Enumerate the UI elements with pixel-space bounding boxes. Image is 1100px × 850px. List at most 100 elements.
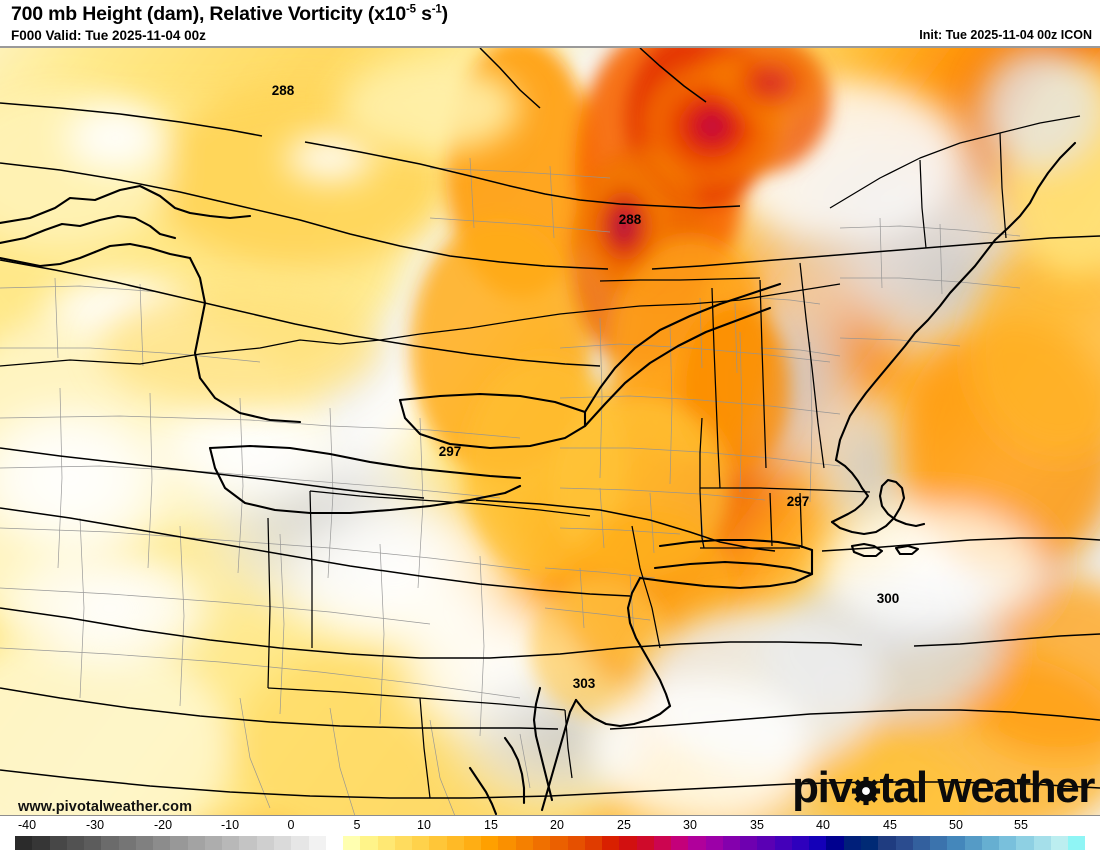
- init-time-label: Init: Tue 2025-11-04 00z ICON: [919, 28, 1092, 42]
- colorbar-segment: [636, 836, 654, 850]
- colorbar-segment: [170, 836, 188, 850]
- colorbar-segment: [964, 836, 982, 850]
- header-bar: 700 mb Height (dam), Relative Vorticity …: [0, 0, 1100, 46]
- colorbar-segment: [653, 836, 672, 850]
- map-canvas[interactable]: 288 288 297 297 300 303 www.pivotalweath…: [0, 46, 1100, 816]
- colorbar-segment: [688, 836, 706, 850]
- colorbar-segment: [66, 836, 85, 850]
- colorbar-segment: [273, 836, 292, 850]
- colorbar-segment: [1068, 836, 1086, 850]
- colorbar-segment: [1050, 836, 1069, 850]
- colorbar-segment: [187, 836, 205, 850]
- contour-label-288-a: 288: [272, 83, 295, 98]
- title-exponent-1: -5: [406, 3, 416, 16]
- colorbar-segment: [84, 836, 102, 850]
- colorbar-tick: -40: [17, 818, 37, 832]
- colorbar-segment: [1016, 836, 1034, 850]
- colorbar-segment: [481, 836, 499, 850]
- title-exponent-2: -1: [431, 3, 442, 16]
- county-boundaries: [0, 157, 1021, 815]
- colorbar-segment: [135, 836, 154, 850]
- colorbar-tick-labels: -40 -30 -20 -10 0 5 10 15 20 25 30 35 40 45 50 55: [0, 818, 1100, 834]
- colorbar-segment: [325, 836, 344, 850]
- page-title: 700 mb Height (dam), Relative Vorticity …: [11, 3, 448, 26]
- colorbar-tick: -10: [220, 818, 240, 832]
- colorbar-segment: [32, 836, 50, 850]
- colorbar-segment: [930, 836, 948, 850]
- colorbar-tick: 5: [353, 818, 361, 832]
- colorbar-segment: [740, 836, 758, 850]
- colorbar-segment: [843, 836, 862, 850]
- colorbar-segment: [222, 836, 240, 850]
- colorbar-segment: [584, 836, 603, 850]
- colorbar-segment: [291, 836, 309, 850]
- colorbar-tick: 45: [883, 818, 897, 832]
- colorbar-segment: [981, 836, 1000, 850]
- logo-text-part2: tal weather: [879, 763, 1096, 812]
- vorticity-shading-layer: [0, 48, 1100, 815]
- colorbar-segment: [343, 836, 361, 850]
- colorbar-tick: 10: [417, 818, 431, 832]
- colorbar-segment: [204, 836, 223, 850]
- colorbar-segment: [308, 836, 326, 850]
- colorbar-segment: [498, 836, 516, 850]
- colorbar-segment: [377, 836, 395, 850]
- colorbar-segment: [360, 836, 378, 850]
- colorbar-tick: 30: [683, 818, 697, 832]
- colorbar-segment: [671, 836, 689, 850]
- colorbar-segment: [256, 836, 274, 850]
- colorbar-segment: [239, 836, 257, 850]
- contour-label-300: 300: [877, 591, 900, 606]
- colorbar-segment: [15, 836, 33, 850]
- colorbar-segment: [757, 836, 775, 850]
- colorbar-segment: [550, 836, 568, 850]
- colorbar-segment: [394, 836, 413, 850]
- height-contours: [0, 48, 1100, 799]
- colorbar-segment: [532, 836, 551, 850]
- colorbar-segment: [49, 836, 67, 850]
- title-prefix: 700 mb Height (dam), Relative Vorticity …: [11, 3, 407, 25]
- title-suffix: ): [441, 3, 449, 25]
- colorbar-tick: 25: [617, 818, 631, 832]
- colorbar-segment: [705, 836, 723, 850]
- contour-labels: 288 288 297 297 300 303: [272, 83, 900, 691]
- colorbar-tick: 0: [287, 818, 295, 832]
- colorbar: -40 -30 -20 -10 0 5 10 15 20 25 30 35 40 45 50 55: [0, 818, 1100, 850]
- valid-time-label: F000 Valid: Tue 2025-11-04 00z: [11, 28, 206, 43]
- colorbar-segment: [619, 836, 637, 850]
- gear-icon: [851, 776, 881, 806]
- pivotal-weather-logo: piv tal weather: [792, 763, 1096, 812]
- colorbar-tick: 55: [1014, 818, 1028, 832]
- colorbar-tick: -30: [85, 818, 105, 832]
- colorbar-segment: [1033, 836, 1051, 850]
- colorbar-segment: [515, 836, 533, 850]
- colorbar-tick: 35: [750, 818, 764, 832]
- colorbar-tick: 20: [550, 818, 564, 832]
- colorbar-segment: [912, 836, 931, 850]
- title-mid: s: [415, 3, 432, 25]
- colorbar-segment: [809, 836, 827, 850]
- colorbar-segment: [412, 836, 430, 850]
- colorbar-gradient: [15, 836, 1086, 850]
- colorbar-segment: [722, 836, 741, 850]
- colorbar-segment: [118, 836, 136, 850]
- coastline: [0, 141, 1077, 815]
- colorbar-segment: [774, 836, 792, 850]
- map-svg: 288 288 297 297 300 303: [0, 48, 1100, 815]
- contour-label-297-a: 297: [439, 444, 462, 459]
- colorbar-segment: [101, 836, 119, 850]
- colorbar-segment: [463, 836, 482, 850]
- colorbar-segment: [999, 836, 1017, 850]
- colorbar-tick: 40: [816, 818, 830, 832]
- colorbar-segment: [429, 836, 447, 850]
- colorbar-segment: [446, 836, 464, 850]
- logo-text-part1: piv: [792, 763, 853, 812]
- contour-label-288-b: 288: [619, 212, 642, 227]
- vorticity-maximum-cores: [576, 48, 830, 294]
- colorbar-segment: [567, 836, 585, 850]
- colorbar-segment: [826, 836, 844, 850]
- colorbar-segment: [878, 836, 896, 850]
- colorbar-tick: -20: [153, 818, 173, 832]
- contour-label-297-b: 297: [787, 494, 810, 509]
